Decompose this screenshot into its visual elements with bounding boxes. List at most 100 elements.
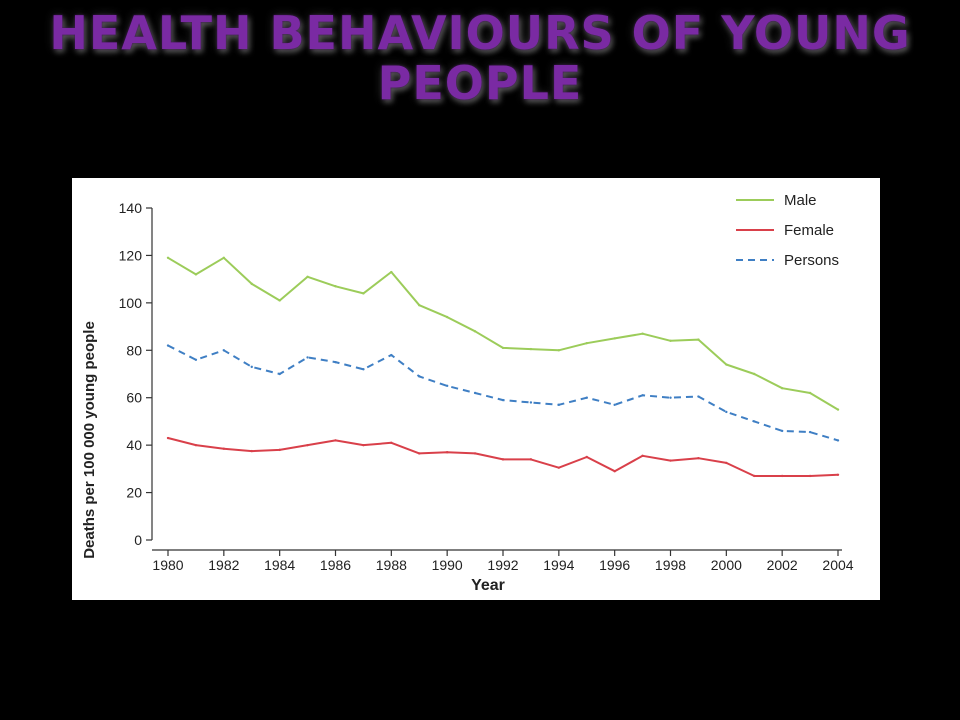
x-tick-label: 1994 [543, 557, 574, 573]
data-point-persons [808, 430, 812, 434]
data-point-male [334, 285, 337, 288]
data-point-persons [390, 353, 393, 357]
data-point-female [557, 466, 561, 469]
data-point-female [613, 470, 616, 473]
x-tick-label: 1980 [152, 557, 183, 573]
chart-legend: Male Female Persons [736, 192, 839, 269]
data-point-persons [557, 403, 561, 407]
x-tick-label: 1984 [264, 557, 295, 573]
data-point-female [362, 443, 365, 447]
data-point-male [557, 349, 561, 352]
data-point-female [669, 459, 672, 462]
data-point-male [362, 292, 365, 295]
data-point-persons [362, 368, 365, 371]
y-tick-label: 120 [119, 247, 143, 263]
data-point-male [418, 304, 421, 307]
data-point-male [753, 372, 756, 376]
data-point-persons [529, 401, 533, 404]
data-point-female [753, 474, 756, 478]
data-point-persons [697, 395, 700, 398]
x-tick-label: 2004 [822, 557, 853, 573]
chart-panel: 0 20 40 60 80 100 120 140 1980 1982 1984 1986 1988 19… [72, 178, 880, 600]
data-point-male [166, 256, 170, 259]
data-point-female [222, 447, 226, 450]
data-point-male [390, 270, 393, 274]
data-point-persons [418, 375, 421, 378]
line-chart: 0 20 40 60 80 100 120 140 1980 1982 1984 1986 1988 19… [81, 192, 854, 594]
data-point-persons [445, 384, 449, 388]
data-point-male [250, 282, 253, 286]
data-point-female [334, 439, 337, 442]
data-point-persons [725, 410, 728, 414]
data-point-female [697, 456, 700, 460]
data-point-female [390, 441, 393, 444]
data-point-male [585, 341, 588, 345]
data-point-persons [222, 349, 226, 352]
y-tick-label: 40 [126, 437, 142, 453]
data-point-male [473, 330, 477, 333]
x-tick-label: 1986 [320, 557, 351, 573]
x-tick-label: 2002 [767, 557, 798, 573]
x-tick-label: 2000 [711, 557, 742, 573]
legend-label-female: Female [784, 222, 834, 239]
slide-title-line-1: Health behaviours of young [49, 6, 911, 60]
data-point-persons [669, 396, 672, 399]
x-tick-label: 1992 [487, 557, 518, 573]
data-point-male [641, 332, 644, 335]
data-point-male [836, 408, 840, 411]
data-point-male [529, 347, 533, 351]
chart-axes: 0 20 40 60 80 100 120 140 1980 1982 1984 1986 1988 19… [119, 200, 854, 573]
data-point-male [613, 337, 616, 340]
data-point-female [641, 454, 644, 458]
data-point-female [166, 436, 170, 440]
data-point-persons [166, 344, 170, 347]
data-point-female [808, 474, 812, 478]
y-tick-label: 60 [126, 390, 142, 406]
data-point-female [194, 443, 198, 447]
legend-label-male: Male [784, 192, 817, 209]
data-point-male [306, 275, 309, 278]
x-tick-label: 1990 [432, 557, 463, 573]
x-tick-label: 1982 [208, 557, 239, 573]
data-point-male [697, 338, 700, 341]
data-point-persons [473, 391, 477, 395]
data-point-persons [780, 429, 784, 433]
y-tick-label: 0 [134, 532, 142, 548]
slide-title-line-2: people [377, 56, 583, 110]
data-point-persons [585, 396, 588, 399]
data-point-female [418, 452, 421, 455]
data-point-female [725, 461, 728, 465]
series-line-male [167, 256, 839, 411]
data-point-female [501, 458, 505, 461]
series-line-female [167, 437, 839, 477]
data-point-female [836, 473, 840, 476]
data-point-female [306, 443, 309, 447]
data-point-male [808, 391, 812, 395]
y-tick-label: 20 [126, 485, 142, 501]
x-tick-label: 1996 [599, 557, 630, 573]
data-point-persons [641, 394, 644, 397]
y-tick-label: 80 [126, 342, 142, 358]
data-point-persons [613, 403, 616, 407]
data-point-male [445, 315, 449, 319]
data-point-female [585, 455, 588, 459]
data-point-female [278, 448, 281, 452]
data-point-male [501, 346, 505, 350]
data-point-male [278, 299, 281, 302]
data-point-persons [250, 365, 253, 369]
series-line-persons [167, 344, 839, 442]
data-point-persons [334, 360, 337, 364]
chart-series-layer [166, 256, 840, 478]
data-point-female [529, 458, 533, 461]
y-tick-label: 100 [119, 295, 143, 311]
data-point-female [473, 452, 477, 455]
data-point-persons [836, 439, 840, 442]
x-axis-label: Year [471, 577, 505, 594]
slide-title: Health behaviours of young people [0, 8, 960, 108]
data-point-male [222, 256, 226, 259]
data-point-male [669, 339, 672, 342]
data-point-male [194, 273, 198, 276]
data-point-persons [194, 358, 198, 361]
x-tick-label: 1988 [376, 557, 407, 573]
data-point-persons [753, 420, 756, 423]
